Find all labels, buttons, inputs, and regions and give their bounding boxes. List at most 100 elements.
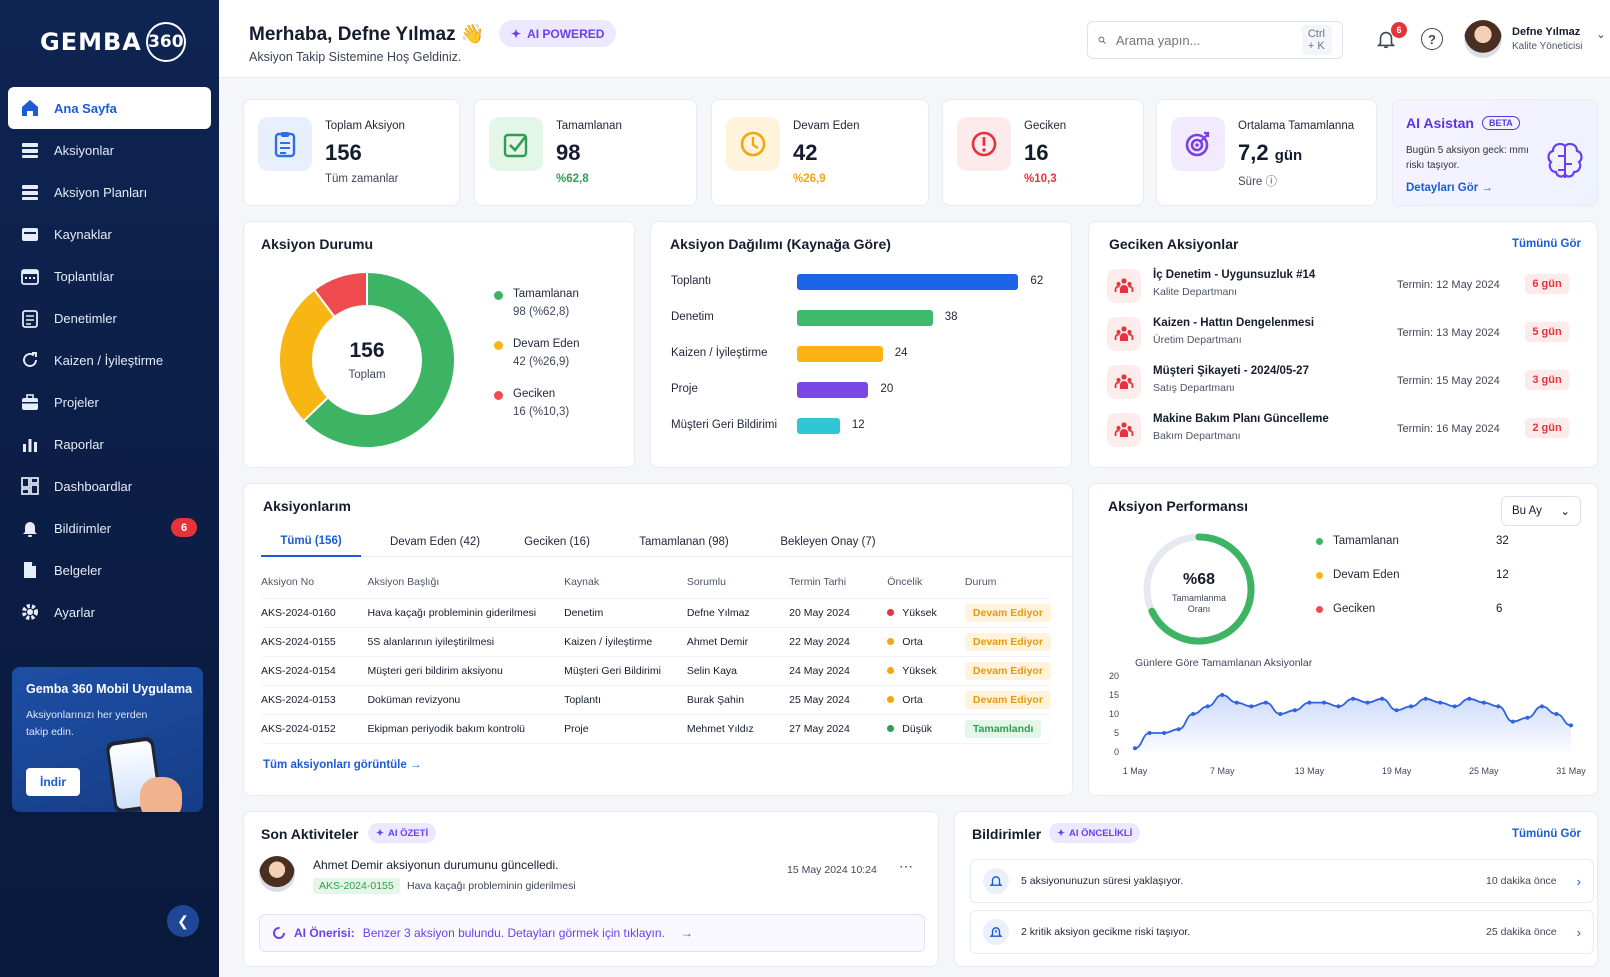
data-point[interactable] [1569, 723, 1573, 728]
data-point[interactable] [1249, 704, 1254, 709]
sidebar-item-bildirimler[interactable]: Bildirimler 6 [8, 507, 211, 549]
data-point[interactable] [1162, 731, 1167, 735]
overdue-item[interactable]: Müşteri Şikayeti - 2024/05-27 Satış Depar… [1107, 363, 1577, 407]
overdue-item[interactable]: Makine Bakım Planı Güncelleme Bakım Depar… [1107, 411, 1577, 455]
download-button[interactable]: İndir [26, 768, 80, 796]
bar-1[interactable] [797, 274, 1019, 290]
brand-logo[interactable]: GEMBA 360 [40, 22, 186, 62]
activity-item[interactable]: Ahmet Demir aksiyonun durumunu güncelled… [259, 856, 913, 906]
help-button[interactable]: ? [1421, 28, 1443, 50]
data-point[interactable] [1380, 696, 1385, 701]
overdue-item[interactable]: Kaizen - Hattın Dengelenmesi Üretim Depar… [1107, 315, 1577, 359]
table-row[interactable]: AKS-2024-0160 Hava kaçağı probleminin gid… [261, 598, 1051, 628]
promo-title: Gemba 360 Mobil Uygulama [26, 682, 193, 696]
sidebar-item-ana-sayfa[interactable]: Ana Sayfa [8, 87, 211, 129]
data-point[interactable] [1176, 727, 1181, 732]
data-point[interactable] [1554, 712, 1559, 716]
stat-card-2[interactable]: Tamamlanan 98 %62,8 [474, 99, 697, 206]
view-all-actions-link[interactable]: Tüm aksiyonları görüntüle → [263, 759, 422, 771]
donut-slice-1[interactable] [302, 271, 456, 449]
data-point[interactable] [1321, 700, 1326, 705]
data-point[interactable] [1133, 746, 1137, 751]
table-row[interactable]: AKS-2024-0154 Müşteri geri bildirim aksiy… [261, 656, 1051, 686]
data-point[interactable] [1336, 704, 1341, 709]
sidebar-item-dashboardlar[interactable]: Dashboardlar [8, 465, 211, 507]
sidebar-item-projeler[interactable]: Projeler [8, 381, 211, 423]
data-point[interactable] [1394, 708, 1399, 713]
bar-4[interactable] [797, 382, 869, 398]
column-header[interactable]: Sorumlu [686, 566, 790, 599]
more-options-icon[interactable]: ⋯ [899, 858, 913, 874]
column-header[interactable]: Öncelik [887, 566, 965, 599]
data-point[interactable] [1147, 731, 1152, 735]
period-select[interactable]: Bu Ay ⌄ [1501, 496, 1581, 526]
donut-slice-3[interactable] [312, 271, 368, 319]
ai-details-link[interactable]: Detayları Gör → [1406, 182, 1493, 194]
column-header[interactable]: Durum [964, 566, 1051, 599]
stat-card-1[interactable]: Toplam Aksiyon 156 Tüm zamanlar [243, 99, 460, 206]
sidebar-item-aksiyonlar[interactable]: Aksiyonlar [8, 129, 211, 171]
cell-title: Hava kaçağı probleminin giderilmesi [367, 598, 565, 628]
ai-suggestion-banner[interactable]: AI Önerisi: Benzer 3 aksiyon bulundu. De… [259, 914, 925, 952]
stat-card-5[interactable]: Ortalama Tamamlanna 7,2 gün Süre ⓘ [1156, 99, 1377, 206]
data-point[interactable] [1220, 693, 1225, 697]
data-point[interactable] [1481, 700, 1486, 705]
sidebar-item-aksiyon-planlari[interactable]: Aksiyon Planları [8, 171, 211, 213]
table-row[interactable]: AKS-2024-0152 Ekipman periyodik bakım kon… [261, 714, 1051, 744]
user-menu[interactable]: Defne Yılmaz Kalite Yöneticisi ⌄ [1464, 20, 1606, 58]
data-point[interactable] [1438, 700, 1443, 705]
sidebar-item-raporlar[interactable]: Raporlar [8, 423, 211, 465]
stat-card-4[interactable]: Geciken 16 %10,3 [942, 99, 1144, 206]
sidebar-item-belgeler[interactable]: Belgeler [8, 549, 211, 591]
bar-2[interactable] [797, 310, 933, 326]
data-point[interactable] [1351, 696, 1355, 701]
data-point[interactable] [1496, 704, 1501, 709]
tab-4[interactable]: Tamamlanan (98) [639, 535, 729, 548]
search-box[interactable]: Ctrl + K [1087, 21, 1343, 59]
stat-card-3[interactable]: Devam Eden 42 %26,9 [711, 99, 929, 206]
data-point[interactable] [1365, 700, 1370, 705]
tab-3[interactable]: Geciken (16) [524, 535, 590, 548]
sidebar-item-ayarlar[interactable]: Ayarlar [8, 591, 211, 633]
data-point[interactable] [1292, 708, 1297, 713]
bar-3[interactable] [797, 346, 883, 362]
notifications-button[interactable]: 6 [1375, 22, 1407, 52]
data-point[interactable] [1263, 700, 1268, 705]
column-header[interactable]: Aksiyon Başlığı [367, 566, 565, 599]
sidebar-item-denetimler[interactable]: Denetimler [8, 297, 211, 339]
data-point[interactable] [1423, 696, 1428, 701]
donut-slice-2[interactable] [278, 288, 336, 423]
data-point[interactable] [1191, 712, 1196, 716]
table-row[interactable]: AKS-2024-0155 5S alanlarının iyileştirilm… [261, 627, 1051, 657]
data-point[interactable] [1409, 704, 1414, 709]
data-point[interactable] [1278, 712, 1283, 716]
data-point[interactable] [1510, 719, 1515, 724]
overdue-view-all-link[interactable]: Tümünü Gör [1512, 238, 1581, 250]
collapse-sidebar-button[interactable]: ❮ [167, 905, 199, 937]
table-row[interactable]: AKS-2024-0153 Doküman revizyonu Toplantı Bu… [261, 685, 1051, 715]
data-point[interactable] [1539, 704, 1544, 709]
column-header[interactable]: Termin Tarhi [789, 566, 888, 599]
search-input[interactable] [1115, 32, 1292, 48]
tab-2[interactable]: Devam Eden (42) [389, 535, 481, 548]
data-point[interactable] [1205, 704, 1210, 709]
notification-item[interactable]: 2 kritik aksiyon gecikme riski taşıyor. 2… [970, 910, 1594, 954]
activity-code[interactable]: AKS-2024-0155 [313, 878, 400, 894]
column-header[interactable]: Kaynak [564, 566, 687, 599]
bar-5[interactable] [797, 418, 840, 434]
sidebar-item-kaynaklar[interactable]: Kaynaklar [8, 213, 211, 255]
data-point[interactable] [1307, 700, 1312, 705]
sidebar-item-kaizen-iyilestirme[interactable]: Kaizen / İyileştirme [8, 339, 211, 381]
overdue-item[interactable]: İç Denetim - Uygunsuzluk #14 Kalite Depar… [1107, 267, 1577, 311]
sidebar-item-toplantilar[interactable]: Toplantılar [8, 255, 211, 297]
data-point[interactable] [1467, 696, 1472, 701]
data-point[interactable] [1452, 704, 1457, 709]
tab-1[interactable]: Tümü (156) [261, 526, 361, 557]
performance-legend-item: Tamamlanan [1316, 535, 1399, 547]
column-header[interactable]: Aksiyon No [261, 566, 368, 599]
notification-item[interactable]: 5 aksiyonunuzun süresi yaklaşıyor. 10 dak… [970, 859, 1594, 903]
notifications-view-all-link[interactable]: Tümünü Gör [1512, 828, 1581, 840]
data-point[interactable] [1234, 700, 1239, 705]
tab-5[interactable]: Bekleyen Onay (7) [780, 535, 876, 548]
data-point[interactable] [1525, 715, 1530, 720]
